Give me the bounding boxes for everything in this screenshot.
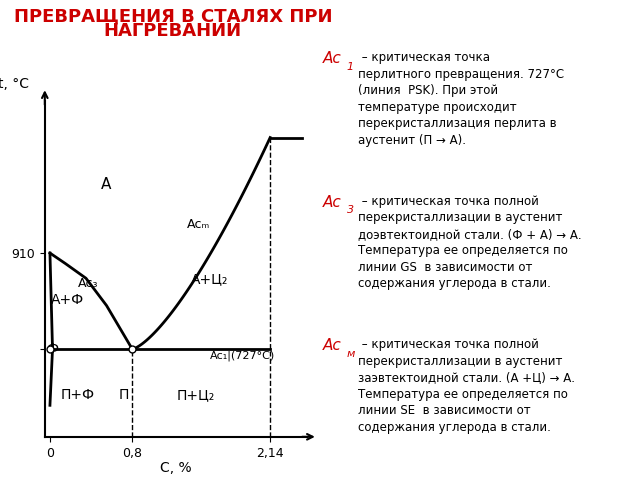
Text: – критическая точка
перлитного превращения. 727°C
(линия  PSK). При этой
темпера: – критическая точка перлитного превращен…: [358, 51, 564, 146]
Y-axis label: t, °C: t, °C: [0, 77, 29, 91]
Text: 1: 1: [347, 61, 354, 72]
Text: Ас₃: Ас₃: [77, 277, 98, 290]
X-axis label: С, %: С, %: [160, 461, 192, 475]
Text: – критическая точка полной
перекристаллизации в аустенит
заэвтектоидной стали. (: – критическая точка полной перекристалли…: [358, 338, 575, 434]
Text: А+Ц₂: А+Ц₂: [191, 272, 228, 286]
Text: А: А: [101, 177, 112, 192]
Text: Асₘ: Асₘ: [187, 218, 210, 231]
Text: м: м: [347, 349, 355, 359]
Text: П+Ф: П+Ф: [61, 388, 95, 402]
Text: Ас: Ас: [323, 338, 342, 353]
Text: П+Ц₂: П+Ц₂: [177, 388, 215, 402]
Text: Ас: Ас: [323, 195, 342, 210]
Text: – критическая точка полной
перекристаллизации в аустенит
доэвтектоидной стали. (: – критическая точка полной перекристалли…: [358, 195, 581, 290]
Text: 3: 3: [347, 205, 354, 215]
Text: Ф: Ф: [45, 342, 58, 356]
Text: НАГРЕВАНИИ: НАГРЕВАНИИ: [104, 22, 242, 40]
Text: Ас: Ас: [323, 51, 342, 66]
Text: Ас₁|(727°С): Ас₁|(727°С): [209, 350, 275, 360]
Text: А+Ф: А+Ф: [51, 293, 84, 307]
Text: ПРЕВРАЩЕНИЯ В СТАЛЯХ ПРИ: ПРЕВРАЩЕНИЯ В СТАЛЯХ ПРИ: [13, 7, 332, 25]
Text: П: П: [119, 388, 129, 402]
